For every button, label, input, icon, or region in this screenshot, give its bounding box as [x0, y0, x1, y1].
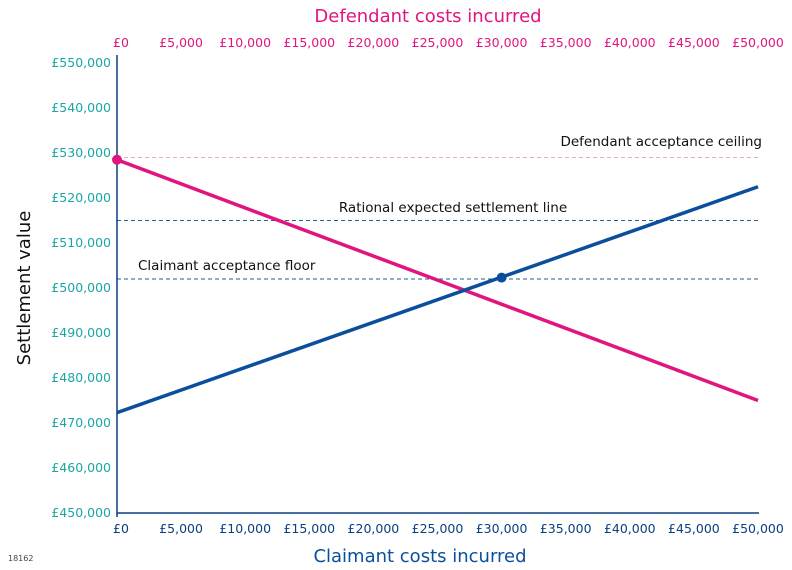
- y-tick-label: £460,000: [51, 460, 111, 475]
- series-line-defendant: [116, 158, 759, 403]
- y-tick-labels: £450,000 £460,000 £470,000 £480,000 £490,000…: [51, 55, 111, 520]
- markers: [112, 154, 507, 283]
- top-axis-title: Defendant costs incurred: [314, 6, 541, 27]
- top-tick-label: £10,000: [219, 35, 271, 50]
- y-tick-label: £450,000: [51, 505, 111, 520]
- y-tick-label: £520,000: [51, 190, 111, 205]
- x-tick-label: £45,000: [668, 521, 720, 536]
- defendant-ceiling-label: Defendant acceptance ceiling: [560, 134, 762, 150]
- top-tick-label: £40,000: [604, 35, 656, 50]
- top-tick-label: £20,000: [348, 35, 400, 50]
- y-tick-label: £510,000: [51, 235, 111, 250]
- y-tick-label: £540,000: [51, 100, 111, 115]
- y-tick-label: £480,000: [51, 370, 111, 385]
- x-tick-label: £20,000: [348, 521, 400, 536]
- bottom-axis-title: Claimant costs incurred: [313, 546, 526, 567]
- y-tick-label: £500,000: [51, 280, 111, 295]
- claimant-floor-label: Claimant acceptance floor: [138, 258, 316, 274]
- top-tick-label: £35,000: [540, 35, 592, 50]
- top-tick-label: £0: [113, 35, 129, 50]
- top-tick-label: £45,000: [668, 35, 720, 50]
- top-tick-label: £25,000: [412, 35, 464, 50]
- x-tick-label: £0: [113, 521, 129, 536]
- rational-settlement-label: Rational expected settlement line: [339, 200, 567, 216]
- x-tick-label: £5,000: [159, 521, 203, 536]
- marker-claimant-floor-point: [496, 272, 507, 283]
- series-line-claimant: [116, 185, 759, 415]
- y-tick-label: £470,000: [51, 415, 111, 430]
- y-axis-title: Settlement value: [14, 211, 35, 366]
- x-tick-label: £10,000: [219, 521, 271, 536]
- x-tick-label: £25,000: [412, 521, 464, 536]
- top-tick-label: £50,000: [732, 35, 784, 50]
- annotations: Defendant acceptance ceiling Rational ex…: [138, 134, 762, 274]
- marker-defendant-start: [112, 154, 122, 165]
- top-tick-labels: £0 £5,000 £10,000 £15,000 £20,000 £25,000 £30,…: [113, 35, 784, 50]
- x-tick-label: £40,000: [604, 521, 656, 536]
- x-tick-label: £50,000: [732, 521, 784, 536]
- axes: [116, 55, 759, 517]
- x-tick-labels: £0 £5,000 £10,000 £15,000 £20,000 £25,000 £30,…: [113, 521, 784, 536]
- figure-id: 18162: [8, 554, 34, 563]
- y-tick-label: £550,000: [51, 55, 111, 70]
- top-tick-label: £15,000: [283, 35, 335, 50]
- series-lines: [116, 158, 759, 415]
- y-tick-label: £530,000: [51, 145, 111, 160]
- x-tick-label: £35,000: [540, 521, 592, 536]
- x-tick-label: £30,000: [476, 521, 528, 536]
- y-tick-label: £490,000: [51, 325, 111, 340]
- top-tick-label: £5,000: [159, 35, 203, 50]
- reference-lines: [117, 157, 758, 280]
- top-tick-label: £30,000: [476, 35, 528, 50]
- x-tick-label: £15,000: [283, 521, 335, 536]
